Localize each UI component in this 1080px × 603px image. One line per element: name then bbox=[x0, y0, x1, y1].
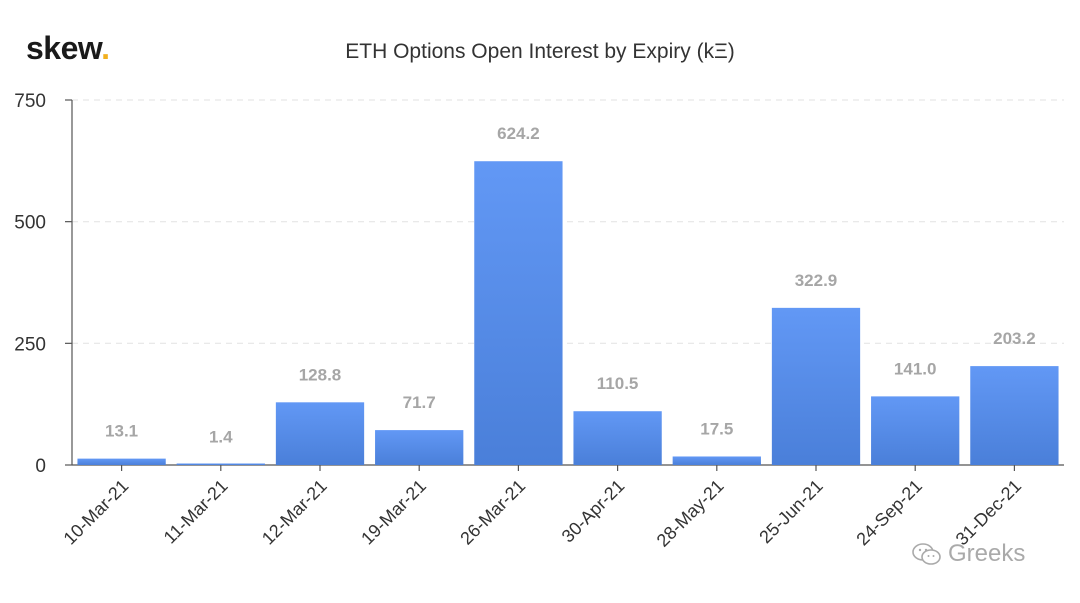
value-label: 203.2 bbox=[993, 329, 1036, 348]
bar-12-Mar-21 bbox=[275, 402, 365, 465]
x-tick-label: 26-Mar-21 bbox=[456, 476, 529, 549]
watermark: Greeks bbox=[912, 540, 1025, 568]
bar-11-Mar-21 bbox=[176, 463, 265, 465]
y-tick-label: 0 bbox=[35, 456, 46, 477]
x-tick-label: 31-Dec-21 bbox=[952, 476, 1026, 550]
value-labels: 13.1 1.4 128.8 71.7 624.2 110.5 17.5 322.9 141.0… bbox=[105, 124, 1036, 446]
value-label: 141.0 bbox=[894, 359, 937, 378]
x-tick-labels: 10-Mar-21 11-Mar-21 12-Mar-21 19-Mar-21 26-M… bbox=[60, 476, 1026, 551]
chart-title: ETH Options Open Interest by Expiry (kΞ) bbox=[345, 40, 735, 63]
y-tick-label: 250 bbox=[14, 334, 46, 355]
y-tick-label: 500 bbox=[14, 213, 46, 234]
wechat-icon bbox=[912, 543, 941, 565]
x-tick-label: 10-Mar-21 bbox=[60, 476, 133, 549]
bar-26-Mar-21 bbox=[474, 161, 563, 466]
value-label: 13.1 bbox=[105, 422, 138, 441]
grid-lines bbox=[72, 99, 1064, 344]
x-tick-label: 30-Apr-21 bbox=[558, 476, 629, 547]
x-tick-label: 12-Mar-21 bbox=[258, 476, 331, 549]
x-tick-label: 28-May-21 bbox=[653, 476, 728, 551]
bar-30-Apr-21 bbox=[573, 411, 662, 465]
skew-logo: skew. bbox=[26, 30, 110, 66]
x-tick-label: 11-Mar-21 bbox=[160, 476, 232, 548]
x-tick-label: 25-Jun-21 bbox=[755, 476, 826, 547]
x-tick-label: 19-Mar-21 bbox=[357, 476, 430, 549]
bar-10-Mar-21 bbox=[77, 458, 166, 465]
value-label: 322.9 bbox=[795, 271, 838, 290]
y-tick-labels: 0 250 500 750 bbox=[14, 91, 46, 477]
value-label: 110.5 bbox=[597, 374, 639, 393]
watermark-text: Greeks bbox=[948, 540, 1026, 567]
bar-31-Dec-21 bbox=[970, 366, 1059, 465]
bar-19-Mar-21 bbox=[375, 430, 464, 465]
value-label: 1.4 bbox=[209, 427, 233, 446]
bar-28-May-21 bbox=[672, 456, 761, 465]
value-label: 17.5 bbox=[700, 419, 733, 438]
value-label: 71.7 bbox=[403, 393, 436, 412]
bar-24-Sep-21 bbox=[871, 396, 960, 465]
value-label: 624.2 bbox=[497, 124, 540, 143]
bar-25-Jun-21 bbox=[771, 307, 861, 465]
bars bbox=[77, 161, 1059, 466]
y-tick-label: 750 bbox=[14, 91, 46, 112]
x-tick-label: 24-Sep-21 bbox=[852, 476, 926, 550]
value-label: 128.8 bbox=[299, 365, 342, 384]
